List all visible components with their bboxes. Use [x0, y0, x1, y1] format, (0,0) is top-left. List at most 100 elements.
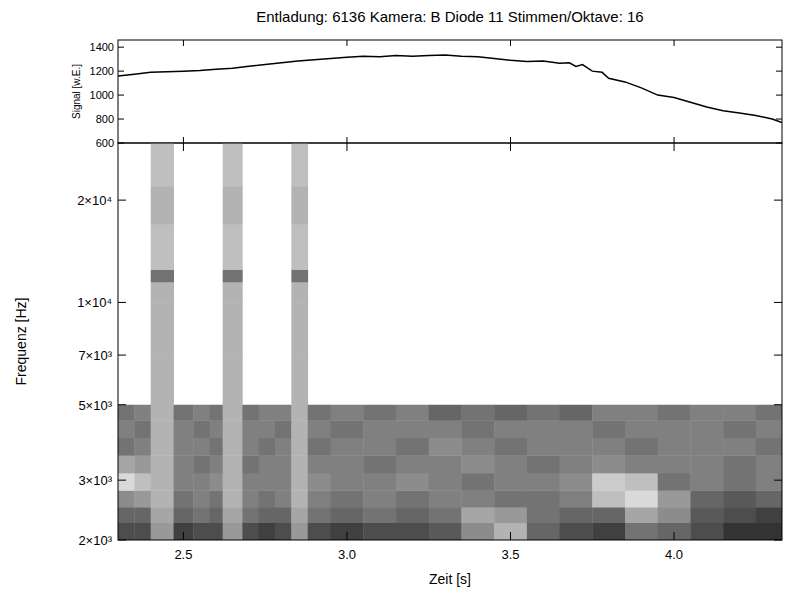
cell	[151, 269, 174, 282]
cell	[223, 490, 243, 507]
y-axis-title: Frequenz [Hz]	[13, 298, 29, 386]
y-tick	[776, 95, 782, 96]
cell	[223, 269, 243, 282]
x-tick	[183, 532, 184, 540]
cell	[308, 405, 331, 421]
chart: Entladung: 6136 Kamera: B Diode 11 Stimm…	[0, 0, 787, 602]
cell	[151, 405, 174, 421]
cell	[134, 405, 151, 421]
cell	[494, 490, 527, 507]
cell	[527, 473, 560, 491]
cell	[291, 405, 308, 421]
cell	[223, 473, 243, 491]
cell	[363, 405, 396, 421]
cell	[275, 507, 292, 523]
cell	[690, 473, 723, 491]
cell	[193, 490, 210, 507]
cell	[494, 405, 527, 421]
cell	[291, 186, 308, 224]
y-tick	[118, 404, 126, 405]
cell	[723, 473, 756, 491]
cell	[193, 523, 210, 540]
x-tick	[510, 532, 511, 540]
cell	[690, 420, 723, 438]
cell	[363, 523, 396, 540]
cell	[210, 523, 223, 540]
y-tick-label: 1×10⁴	[77, 295, 112, 310]
cell	[560, 473, 593, 491]
cell	[291, 473, 308, 491]
cell	[275, 523, 292, 540]
cell	[723, 523, 756, 540]
cell	[331, 405, 364, 421]
cell	[690, 507, 723, 523]
cell	[242, 490, 259, 507]
cell	[174, 455, 194, 473]
y-tick	[774, 355, 782, 356]
cell	[527, 405, 560, 421]
y-tick	[774, 302, 782, 303]
y-tick-label: 1000	[90, 89, 114, 101]
x-tick-label: 4.0	[665, 547, 683, 562]
cell	[259, 420, 276, 438]
y-tick-label: 2×10⁴	[77, 193, 112, 208]
cell	[331, 420, 364, 438]
cell	[259, 490, 276, 507]
y-tick	[118, 119, 124, 120]
cell	[396, 420, 429, 438]
y-tick	[776, 47, 782, 48]
cell	[331, 473, 364, 491]
x-tick	[346, 137, 347, 143]
cell	[560, 490, 593, 507]
cell	[118, 455, 135, 473]
cell	[756, 473, 782, 491]
cell	[756, 507, 782, 523]
x-tick	[510, 143, 511, 151]
cell	[118, 490, 135, 507]
cell	[723, 455, 756, 473]
cell	[756, 523, 782, 540]
cell	[308, 473, 331, 491]
cell	[223, 302, 243, 355]
cell	[242, 473, 259, 491]
cell	[592, 490, 625, 507]
cell	[560, 455, 593, 473]
cell	[174, 490, 194, 507]
x-tick	[674, 532, 675, 540]
cell	[527, 438, 560, 456]
cell	[461, 420, 494, 438]
cell	[527, 507, 560, 523]
cell	[363, 507, 396, 523]
x-tick	[183, 137, 184, 143]
signal-plot	[118, 55, 782, 123]
cell	[690, 490, 723, 507]
x-tick	[510, 40, 511, 46]
y-tick	[774, 480, 782, 481]
y-tick	[774, 200, 782, 201]
cell	[658, 507, 691, 523]
cell	[308, 420, 331, 438]
cell	[756, 490, 782, 507]
cell	[291, 224, 308, 270]
cell	[331, 438, 364, 456]
cell	[429, 507, 462, 523]
cell	[592, 420, 625, 438]
cell	[151, 507, 174, 523]
cell	[134, 523, 151, 540]
cell	[625, 473, 658, 491]
cell	[461, 490, 494, 507]
cell	[308, 438, 331, 456]
cell	[756, 455, 782, 473]
x-tick	[183, 40, 184, 46]
cell	[308, 507, 331, 523]
cell	[134, 490, 151, 507]
cell	[291, 143, 308, 186]
cell	[625, 420, 658, 438]
cell	[275, 420, 292, 438]
cell	[134, 438, 151, 456]
cell	[690, 405, 723, 421]
y-tick-label: 3×10³	[78, 473, 112, 488]
cell	[658, 405, 691, 421]
cell	[396, 523, 429, 540]
cell	[308, 490, 331, 507]
